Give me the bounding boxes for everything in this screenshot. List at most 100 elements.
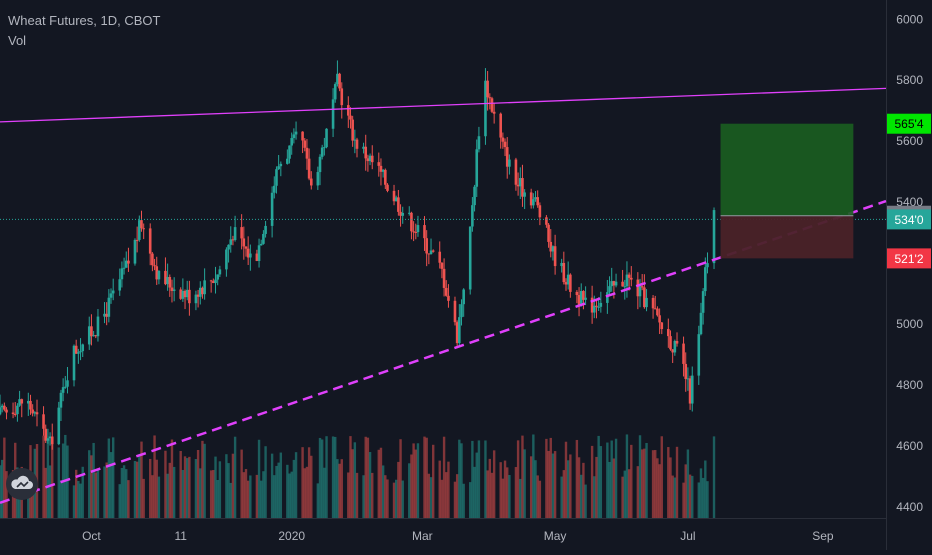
candle-body: [690, 375, 694, 404]
volume-bar: [94, 472, 97, 518]
volume-bar: [516, 440, 520, 518]
candle-body: [686, 378, 690, 380]
candle-body: [534, 197, 537, 200]
candle-body: [490, 98, 494, 112]
volume-bar: [118, 484, 121, 518]
volume-bar: [307, 447, 311, 518]
volume-bar: [109, 452, 113, 518]
volume-bar: [536, 475, 539, 518]
candle-body: [508, 159, 511, 167]
candle-body: [549, 241, 553, 252]
volume-bar: [44, 467, 47, 518]
volume-bar: [623, 470, 626, 518]
y-tick-label: 5000: [896, 317, 923, 331]
candle-body: [244, 246, 248, 249]
volume-bar: [392, 482, 396, 518]
candle-body: [553, 246, 557, 267]
volume-bar: [440, 479, 444, 518]
candle-body: [138, 220, 141, 240]
volume-bar: [153, 435, 156, 518]
candle-body: [566, 274, 570, 285]
volume-bar: [425, 437, 428, 518]
volume-bar: [166, 473, 169, 518]
volume-bar: [379, 447, 383, 518]
volume-bar: [394, 479, 398, 518]
candle-body: [109, 293, 113, 298]
candle-body: [201, 287, 204, 295]
candle-body: [630, 277, 633, 280]
y-tick-label: 5400: [896, 195, 923, 209]
volume-bar: [610, 440, 613, 518]
candle-body: [286, 158, 289, 164]
candle-body: [701, 291, 705, 313]
candle-body: [379, 165, 383, 172]
volume-bar: [499, 462, 502, 518]
candle-body: [288, 145, 291, 159]
volume-bar: [96, 468, 100, 518]
candle-body: [196, 294, 200, 297]
candle-body: [614, 281, 618, 286]
candle-body: [612, 281, 616, 286]
candle-body: [301, 131, 304, 141]
candle-body: [384, 169, 387, 185]
price-label-text: 534'0: [895, 213, 924, 227]
candle-body: [333, 84, 337, 100]
cloud-icon: [11, 475, 33, 489]
volume-bar: [231, 453, 235, 518]
volume-legend-label[interactable]: Vol: [8, 33, 27, 48]
volume-bar: [462, 483, 465, 518]
candle-body: [579, 291, 583, 306]
candle-body: [155, 266, 159, 280]
candle-body: [658, 315, 661, 323]
volume-bar: [277, 462, 280, 518]
candle-body: [44, 428, 48, 441]
y-tick-label: 5600: [896, 134, 923, 148]
volume-bar: [48, 465, 52, 518]
candle-body: [118, 279, 122, 291]
volume-bar: [0, 465, 2, 518]
candle-body: [656, 308, 659, 316]
volume-bar: [475, 452, 478, 518]
volume-bar: [597, 435, 600, 518]
candle-body: [277, 166, 280, 170]
candle-body: [453, 300, 457, 323]
volume-bar: [697, 482, 700, 518]
volume-bar: [691, 475, 694, 518]
candle-body: [623, 286, 627, 288]
candle-body: [351, 119, 354, 141]
volume-bar: [275, 465, 278, 518]
price-label-box: [887, 209, 931, 230]
candle-body: [46, 438, 50, 441]
volume-bar: [638, 435, 642, 518]
candle-body: [11, 412, 15, 415]
symbol-title[interactable]: Wheat Futures, 1D, CBOT: [8, 13, 161, 28]
candle-body: [610, 281, 614, 287]
volume-bar: [416, 443, 420, 518]
candle-body: [240, 227, 243, 239]
volume-bar: [447, 461, 450, 518]
candle-body: [653, 308, 657, 310]
volume-bar: [164, 450, 167, 518]
volume-bar: [149, 458, 152, 518]
candle-body: [249, 253, 252, 258]
volume-bar: [135, 461, 139, 518]
volume-bar: [660, 436, 663, 518]
volume-bar: [257, 439, 261, 518]
candle-body: [320, 147, 324, 157]
volume-bar: [706, 481, 709, 518]
candle-body: [5, 409, 8, 413]
candle-body: [577, 295, 581, 306]
legend: Wheat Futures, 1D, CBOT Vol: [8, 11, 160, 51]
candle-body: [669, 336, 672, 350]
tradingview-logo[interactable]: [6, 468, 38, 500]
volume-bar: [410, 454, 413, 518]
volume-bar: [79, 483, 82, 518]
volume-bar: [477, 440, 481, 518]
volume-bar: [612, 458, 616, 518]
candle-body: [325, 128, 328, 148]
volume-bar: [301, 447, 304, 518]
volume-bar: [701, 477, 705, 518]
candle-body: [347, 105, 350, 116]
